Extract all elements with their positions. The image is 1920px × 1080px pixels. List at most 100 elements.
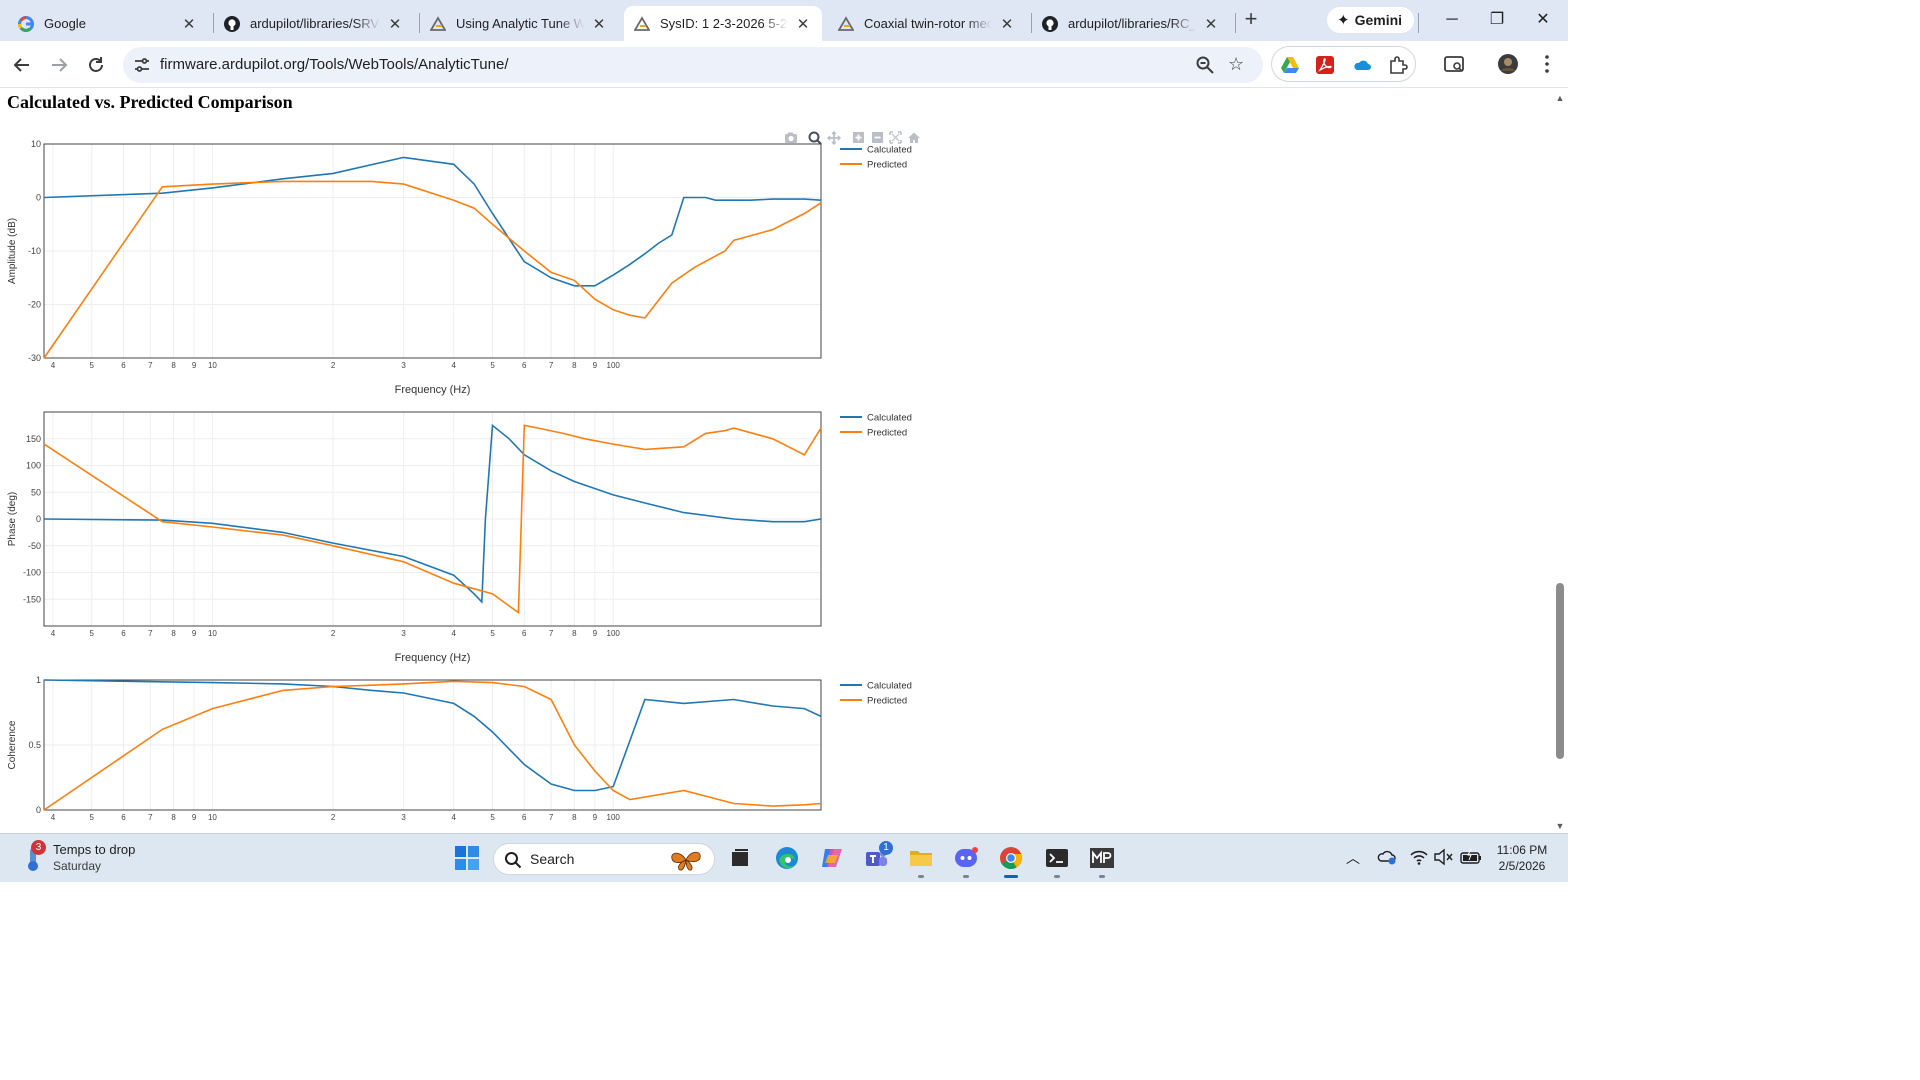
x-axis-label: Frequency (Hz): [395, 652, 471, 664]
scroll-up-arrow-icon[interactable]: ▲: [1555, 93, 1565, 103]
bookmark-star-icon[interactable]: ☆: [1228, 54, 1245, 74]
x-tick-label: 6: [522, 629, 527, 638]
zoom-in-icon[interactable]: [853, 132, 864, 143]
scroll-down-arrow-icon[interactable]: ▼: [1555, 821, 1565, 831]
acrobat-icon[interactable]: [1315, 55, 1335, 75]
y-tick-label: -100: [23, 568, 41, 578]
phase-chart[interactable]: 4 5 6 7 8 9 10 2 3 4 5 6 7 8 9 100 150 100 50 0 -50 -100 -150 F…: [0, 405, 930, 673]
back-button[interactable]: [9, 52, 35, 78]
close-tab-icon[interactable]: ✕: [388, 15, 402, 33]
profile-avatar-icon[interactable]: [1497, 53, 1519, 75]
system-clock[interactable]: 11:06 PM 2/5/2026: [1482, 842, 1562, 874]
taskbar-edge[interactable]: [772, 843, 802, 873]
tab-coaxial[interactable]: Coaxial twin-rotor mech ✕: [828, 6, 1026, 41]
start-button[interactable]: [452, 843, 482, 873]
taskbar-mission-planner[interactable]: [1087, 843, 1117, 878]
windows-logo-icon: [455, 846, 479, 870]
tab-github-srv[interactable]: ardupilot/libraries/SRV_C ✕: [214, 6, 414, 41]
terminal-icon: [1046, 849, 1068, 867]
tab-title: Using Analytic Tune Web: [456, 16, 584, 31]
butterfly-search-highlight-icon: [671, 851, 701, 871]
y-tick-label: 0: [36, 805, 41, 815]
minimize-button[interactable]: ─: [1446, 11, 1458, 28]
amplitude-chart[interactable]: 4 5 6 7 8 9 10 2 3 4 5 6 7 8 9 100100-10-20-30Frequency…: [0, 137, 930, 405]
taskbar-search[interactable]: Search: [493, 843, 715, 875]
taskbar-copilot[interactable]: [817, 843, 847, 873]
x-tick-label: 100: [607, 629, 621, 638]
close-tab-icon[interactable]: ✕: [592, 15, 606, 33]
page-scrollbar[interactable]: ▲ ▼: [1552, 89, 1568, 833]
zoom-icon[interactable]: [808, 131, 822, 145]
reload-icon: [89, 57, 103, 72]
forward-button[interactable]: [46, 52, 72, 78]
site-settings-icon[interactable]: [133, 56, 151, 74]
tab-google[interactable]: Google ✕: [8, 6, 208, 41]
close-tab-icon[interactable]: ✕: [1204, 15, 1218, 33]
x-tick-label: 8: [171, 629, 176, 638]
x-tick-label: 6: [121, 629, 126, 638]
y-tick-label: 150: [26, 434, 41, 444]
y-tick-label: 10: [31, 139, 41, 149]
x-tick-label: 8: [572, 361, 577, 370]
close-tab-icon[interactable]: ✕: [796, 15, 810, 33]
menu-kebab-icon[interactable]: [1536, 53, 1558, 75]
y-axis-label: Coherence: [7, 720, 18, 769]
scrollbar-thumb[interactable]: [1556, 583, 1564, 759]
speaker-muted-icon[interactable]: [1433, 848, 1453, 866]
wifi-icon[interactable]: [1409, 848, 1429, 866]
tab-strip: Google ✕ ardupilot/libraries/SRV_C ✕ Usi…: [0, 0, 1568, 41]
gemini-button[interactable]: ✦ Gemini: [1327, 7, 1415, 33]
zoom-icon[interactable]: [1195, 55, 1215, 75]
show-hidden-icons-chevron-up-icon[interactable]: ︿: [1346, 850, 1360, 866]
windows-taskbar: 3 Temps to drop Saturday Search 1: [0, 833, 1568, 882]
onedrive-icon[interactable]: [1352, 55, 1372, 75]
x-tick-label: 5: [490, 813, 495, 822]
address-bar[interactable]: firmware.ardupilot.org/Tools/WebTools/An…: [123, 47, 1263, 83]
y-tick-label: -10: [28, 246, 41, 256]
camera-icon[interactable]: [785, 132, 797, 144]
taskbar-chrome[interactable]: [996, 843, 1026, 878]
x-tick-label: 7: [148, 813, 153, 822]
new-tab-button[interactable]: +: [1244, 6, 1258, 31]
pan-icon[interactable]: [827, 131, 841, 145]
close-tab-icon[interactable]: ✕: [1000, 15, 1014, 33]
legend-label-predicted: Predicted: [867, 696, 907, 707]
coherence-chart[interactable]: 4 5 6 7 8 9 10 2 3 4 5 6 7 8 9 100 1 0.5 0 Coherence Calcula…: [0, 673, 930, 833]
tab-github-rc[interactable]: ardupilot/libraries/RC_C ✕: [1032, 6, 1230, 41]
x-tick-label: 4: [51, 361, 56, 370]
battery-charging-icon[interactable]: [1460, 848, 1482, 866]
legend-label-calculated: Calculated: [867, 413, 912, 424]
x-tick-label: 4: [451, 361, 456, 370]
running-indicator: [963, 875, 969, 878]
taskbar-terminal[interactable]: [1042, 843, 1072, 878]
tab-title: ardupilot/libraries/SRV_C: [250, 16, 380, 31]
reload-button[interactable]: [83, 52, 109, 78]
x-tick-label: 4: [451, 813, 456, 822]
browser-toolbar: firmware.ardupilot.org/Tools/WebTools/An…: [0, 41, 1568, 88]
close-tab-icon[interactable]: ✕: [182, 15, 196, 33]
restore-button[interactable]: ❐: [1489, 11, 1505, 28]
taskbar-discord[interactable]: [951, 843, 981, 878]
weather-widget[interactable]: 3 Temps to drop Saturday: [20, 840, 180, 876]
extensions-group: [1271, 46, 1416, 82]
onedrive-sync-icon[interactable]: [1377, 848, 1397, 866]
tab-search-icon[interactable]: [1443, 53, 1465, 75]
tab-analytic-tune-wiki[interactable]: Using Analytic Tune Web ✕: [420, 6, 618, 41]
reset-axes-home-icon[interactable]: [908, 132, 920, 144]
taskbar-file-explorer[interactable]: [906, 843, 936, 878]
taskbar-teams[interactable]: 1: [861, 841, 893, 873]
google-drive-icon[interactable]: [1280, 55, 1300, 75]
folder-icon: [910, 851, 932, 866]
tab-sysid-active[interactable]: SysID: 1 2-3-2026 5-21-2 ✕: [624, 6, 822, 41]
x-tick-label: 7: [549, 813, 554, 822]
autoscale-icon[interactable]: [889, 131, 902, 144]
x-tick-label: 2: [331, 813, 336, 822]
extensions-puzzle-icon[interactable]: [1388, 55, 1408, 75]
close-window-button[interactable]: ✕: [1536, 11, 1550, 28]
taskbar-task-view[interactable]: [725, 843, 755, 873]
zoom-out-icon[interactable]: [872, 132, 883, 143]
x-tick-label: 4: [51, 813, 56, 822]
x-tick-label: 8: [171, 361, 176, 370]
weather-title: Temps to drop: [53, 842, 136, 857]
x-tick-label: 3: [401, 361, 406, 370]
